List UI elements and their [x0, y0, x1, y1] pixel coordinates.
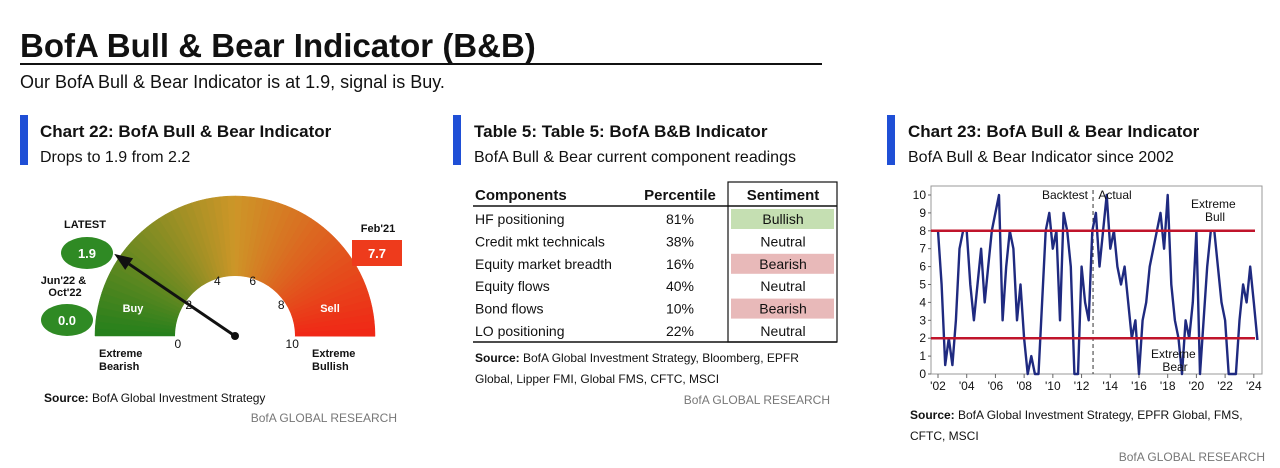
- table-header: Components: [475, 187, 567, 204]
- source-label: Source:: [44, 391, 89, 405]
- y-tick-label: 7: [919, 242, 926, 256]
- source-text: CFTC, MSCI: [910, 429, 979, 443]
- x-tick-label: '14: [1102, 379, 1118, 393]
- y-tick-label: 0: [919, 367, 926, 381]
- annotation: Actual: [1098, 188, 1131, 202]
- y-tick-label: 2: [919, 331, 926, 345]
- gauge-tick-label: 0: [174, 337, 181, 351]
- table-cell: Equity flows: [475, 278, 550, 294]
- table-cell: Bearish: [759, 301, 806, 317]
- x-tick-label: '10: [1045, 379, 1061, 393]
- x-tick-label: '12: [1074, 379, 1090, 393]
- source-text: BofA Global Investment Strategy, EPFR Gl…: [958, 408, 1243, 422]
- needle-hub: [231, 332, 239, 340]
- marker: [41, 304, 93, 336]
- table-cell: Bullish: [762, 211, 803, 227]
- panel-subtitle: BofA Bull & Bear current component readi…: [474, 149, 796, 166]
- x-tick-label: '24: [1246, 379, 1262, 393]
- marker-label: LATEST: [64, 219, 106, 231]
- marker-value: 7.7: [368, 246, 386, 261]
- panel-subtitle: Drops to 1.9 from 2.2: [40, 149, 190, 166]
- panel-title: Chart 23: BofA Bull & Bear Indicator: [908, 122, 1200, 141]
- y-tick-label: 8: [919, 224, 926, 238]
- table-header: Percentile: [644, 187, 716, 204]
- gauge-tick-label: 4: [214, 274, 221, 288]
- panel-subtitle: BofA Bull & Bear Indicator since 2002: [908, 149, 1174, 166]
- y-tick-label: 10: [913, 188, 927, 202]
- y-tick-label: 5: [919, 278, 926, 292]
- y-tick-label: 4: [919, 295, 926, 309]
- table-header: Sentiment: [747, 187, 820, 204]
- panel-title: Chart 22: BofA Bull & Bear Indicator: [40, 122, 332, 141]
- panel-bar: [887, 115, 895, 165]
- panel-title: Table 5: Table 5: BofA B&B Indicator: [474, 122, 768, 141]
- marker-label: Feb'21: [361, 223, 395, 235]
- table-cell: LO positioning: [475, 323, 565, 339]
- x-tick-label: '20: [1189, 379, 1205, 393]
- gauge-tick-label: 6: [249, 274, 256, 288]
- source-label: Source:: [475, 351, 520, 365]
- table-cell: 40%: [666, 278, 694, 294]
- zone-label: Sell: [320, 303, 340, 315]
- panel-bar: [453, 115, 461, 165]
- table-cell: Neutral: [760, 323, 805, 339]
- x-tick-label: '06: [988, 379, 1004, 393]
- table-cell: Bond flows: [475, 301, 543, 317]
- gauge-inner: [175, 276, 295, 336]
- y-tick-label: 9: [919, 206, 926, 220]
- x-tick-label: '04: [959, 379, 975, 393]
- line-series: [936, 193, 1259, 376]
- table-cell: 16%: [666, 256, 694, 272]
- marker-value: 1.9: [78, 246, 96, 261]
- x-tick-label: '08: [1016, 379, 1032, 393]
- y-tick-label: 3: [919, 313, 926, 327]
- footer: BofA GLOBAL RESEARCH: [1119, 450, 1265, 464]
- marker-value: 0.0: [58, 313, 76, 328]
- x-tick-label: '16: [1131, 379, 1147, 393]
- zone-label: Buy: [123, 303, 145, 315]
- table-cell: HF positioning: [475, 211, 565, 227]
- table-cell: 10%: [666, 301, 694, 317]
- marker: [352, 240, 402, 266]
- table-cell: 81%: [666, 211, 694, 227]
- table-column-box: [727, 181, 838, 343]
- table-cell: Credit mkt technicals: [475, 233, 605, 249]
- source-text: BofA Global Investment Strategy, Bloombe…: [523, 351, 799, 365]
- gauge-tick-label: 10: [286, 337, 300, 351]
- marker-label: Jun'22 & Oct'22: [41, 275, 89, 299]
- y-tick-label: 6: [919, 260, 926, 274]
- plot-frame: [930, 185, 1263, 375]
- sentiment-cell: [731, 298, 834, 319]
- table-cell: Neutral: [760, 233, 805, 249]
- x-tick-label: '22: [1217, 379, 1233, 393]
- x-tick-label: '02: [930, 379, 946, 393]
- annotation: Extreme Bear: [1151, 347, 1199, 374]
- footer: BofA GLOBAL RESEARCH: [684, 393, 830, 407]
- source-text: Global, Lipper FMI, Global FMS, CFTC, MS…: [475, 372, 719, 386]
- needle: [128, 262, 236, 338]
- end-label: Extreme Bearish: [99, 348, 145, 373]
- marker: [61, 237, 113, 269]
- sentiment-cell: [731, 253, 834, 274]
- table-cell: 22%: [666, 323, 694, 339]
- source-text: BofA Global Investment Strategy: [92, 391, 265, 405]
- annotation: Backtest: [1042, 188, 1089, 202]
- table-cell: 38%: [666, 233, 694, 249]
- end-label: Extreme Bullish: [312, 348, 358, 373]
- table-cell: Bearish: [759, 256, 806, 272]
- panel-bar: [20, 115, 28, 165]
- table-cell: Neutral: [760, 278, 805, 294]
- gauge-tick-label: 8: [278, 298, 285, 312]
- source-label: Source:: [910, 408, 955, 422]
- page-title: BofA Bull & Bear Indicator (B&B): [20, 27, 536, 64]
- sentiment-cell: [731, 209, 834, 229]
- footer: BofA GLOBAL RESEARCH: [251, 411, 397, 425]
- y-tick-label: 1: [919, 349, 926, 363]
- x-tick-label: '18: [1160, 379, 1176, 393]
- page-subtitle: Our BofA Bull & Bear Indicator is at 1.9…: [20, 72, 445, 92]
- table-cell: Equity market breadth: [475, 256, 612, 272]
- needle-head: [114, 253, 134, 270]
- annotation: Extreme Bull: [1191, 197, 1239, 224]
